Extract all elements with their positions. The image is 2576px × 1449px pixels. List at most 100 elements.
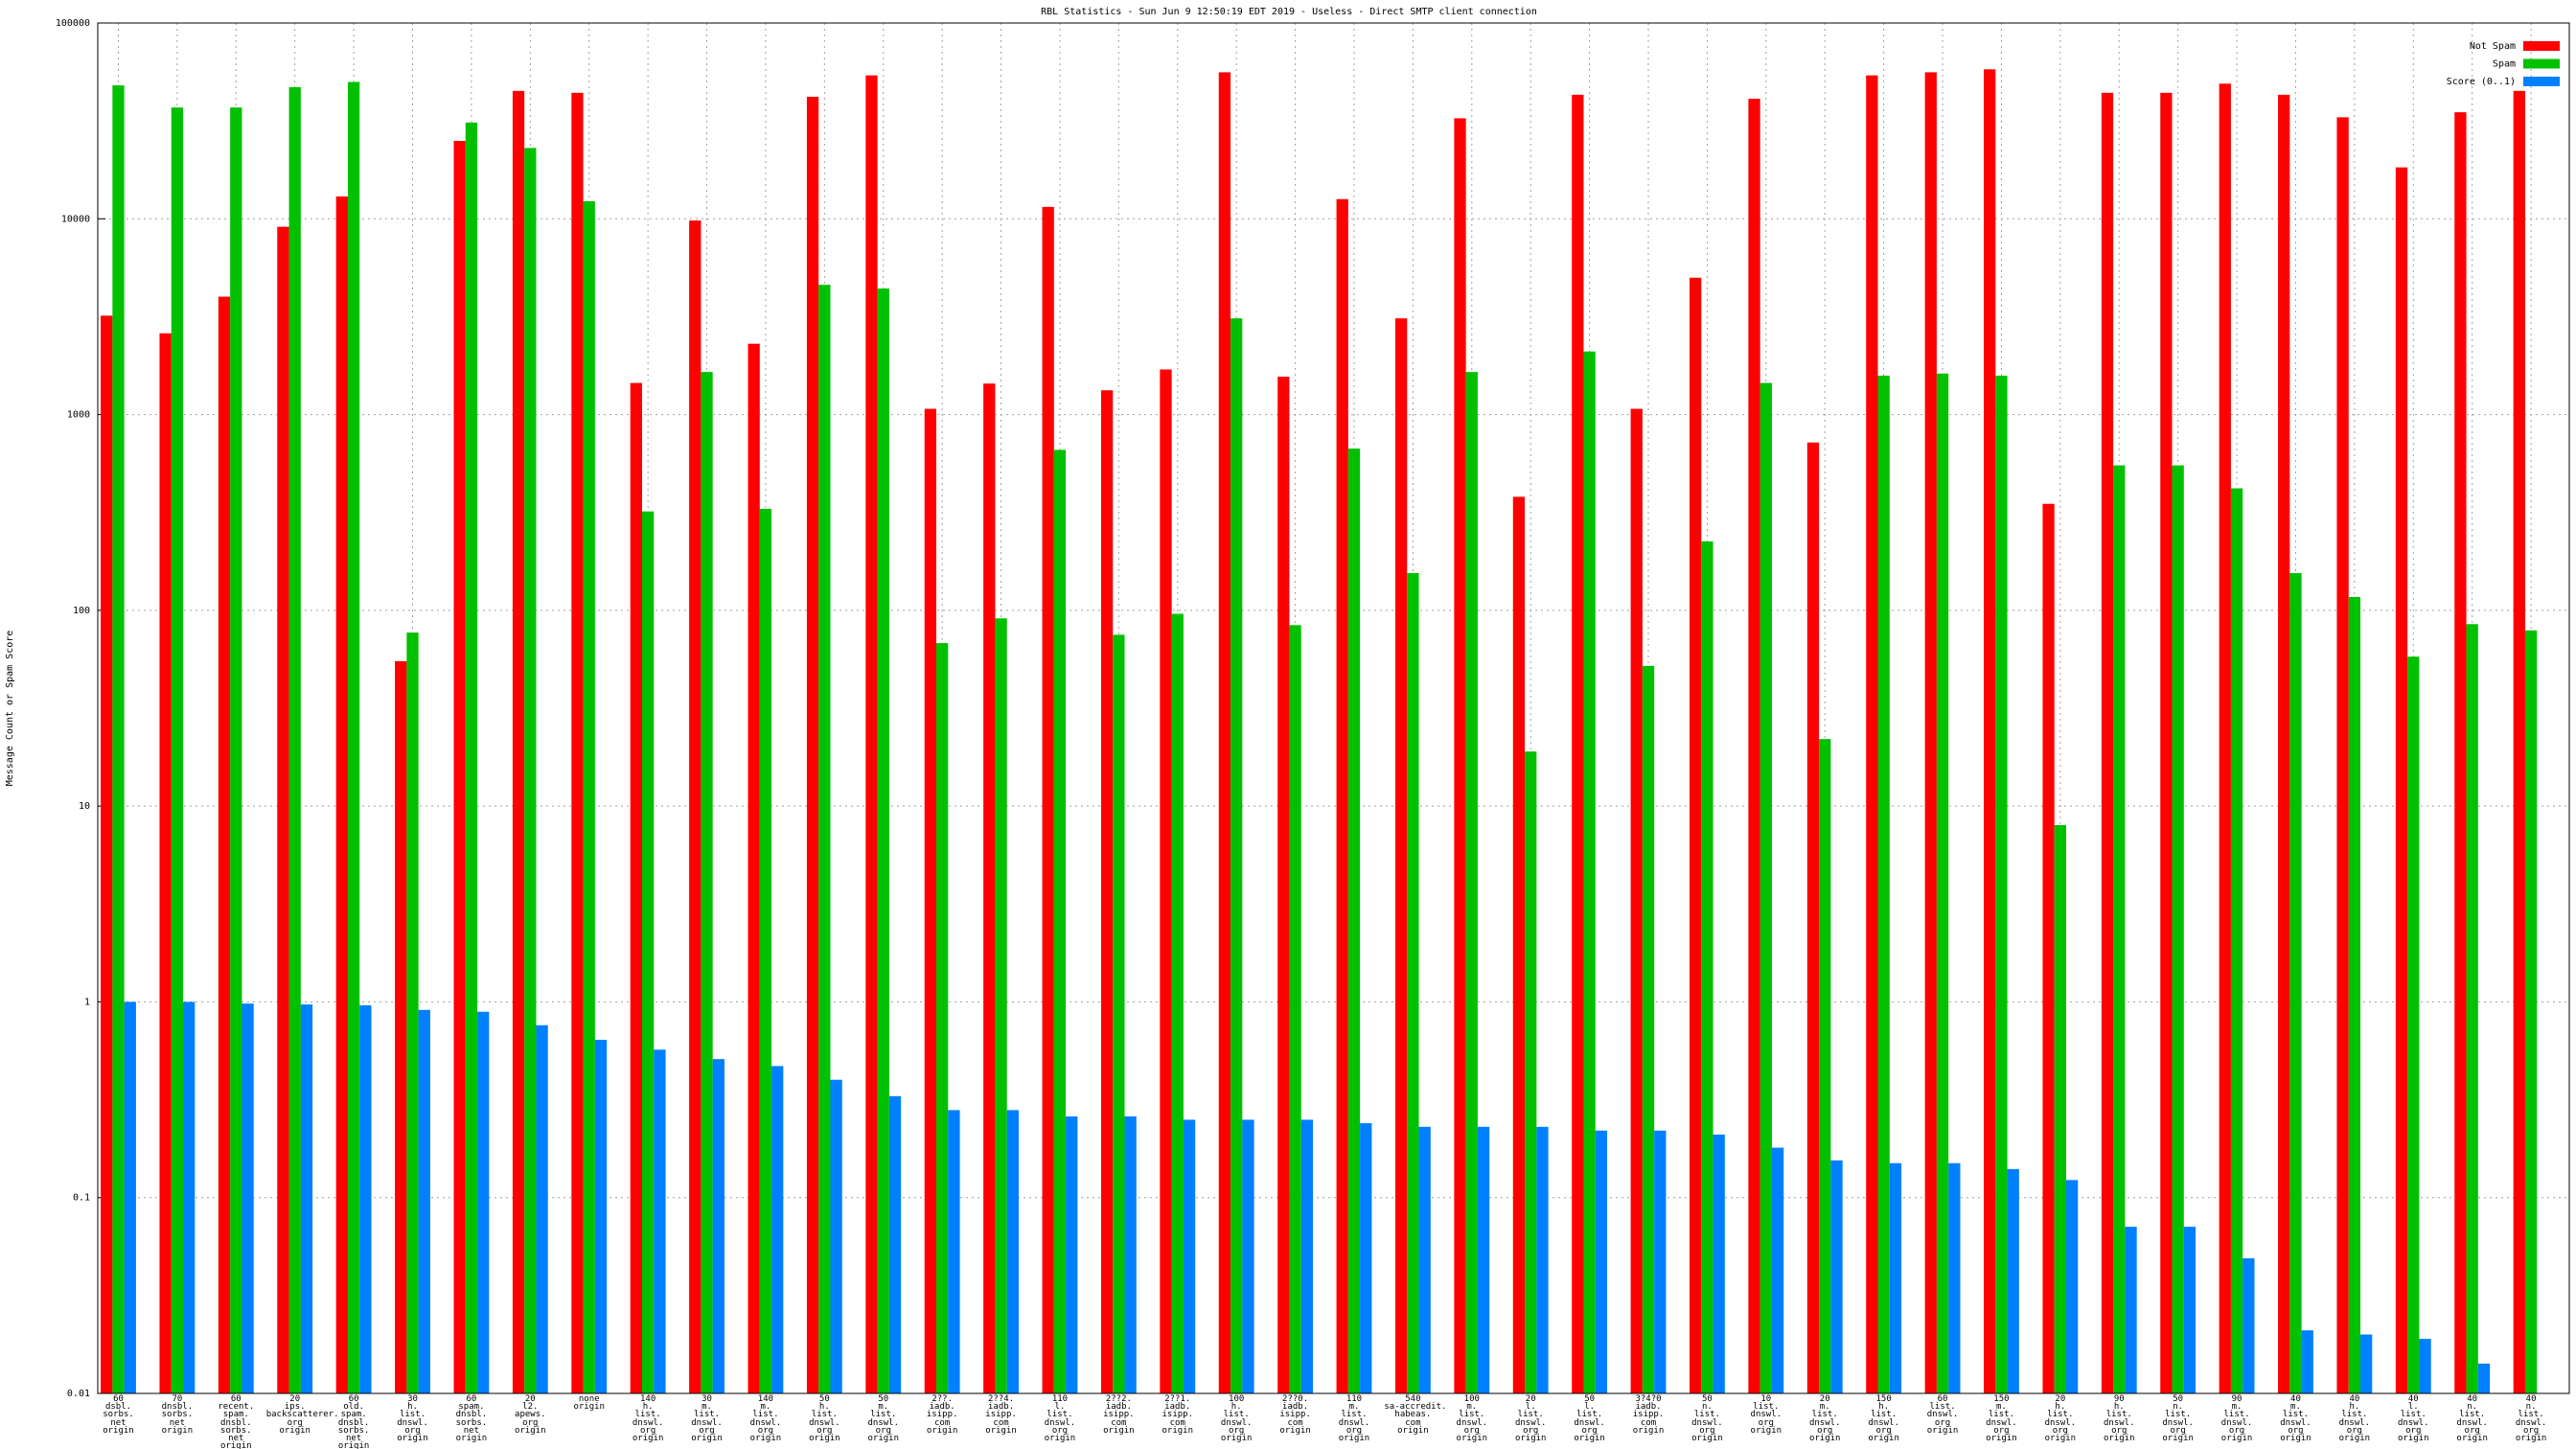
x-tick-label: 60 spam. dnsbl. sorbs. net origin — [455, 1394, 488, 1444]
x-tick-label: 140 h. list. dnswl. org origin — [632, 1394, 664, 1444]
bar — [1347, 448, 1361, 1393]
x-tick-label: 540 sa-accredit. habeas. com origin — [1384, 1394, 1447, 1436]
x-tick-label: 2??2. iadb. isipp. com origin — [1103, 1394, 1135, 1436]
bar — [948, 1110, 960, 1393]
bar — [1277, 377, 1290, 1393]
bar — [2101, 92, 2114, 1393]
bar — [1230, 318, 1243, 1394]
bar — [300, 1004, 313, 1393]
bar — [748, 343, 760, 1394]
bar — [2219, 83, 2231, 1393]
x-tick-label: 60 old. spam. dnsbl. sorbs. net origin — [337, 1394, 370, 1449]
x-tick-label: 40 n. list. dnswl. org origin — [2515, 1394, 2547, 1444]
x-tick-label: 3?4?0 iadb. isipp. com origin — [1632, 1394, 1665, 1436]
bar — [2419, 1339, 2431, 1393]
x-tick-label: 20 h. list. dnswl. org origin — [2044, 1394, 2077, 1444]
x-tick-label: 40 l. list. dnswl. org origin — [2398, 1394, 2429, 1444]
bar — [654, 1049, 666, 1393]
x-tick-label: 70 dnsbl. sorbs. net origin — [161, 1394, 194, 1436]
bar — [689, 220, 702, 1393]
bar — [1748, 99, 1760, 1393]
y-tick-label: 10000 — [61, 214, 90, 224]
x-tick-label: 90 h. list. dnswl. org origin — [2103, 1394, 2135, 1444]
bar — [1242, 1119, 1254, 1393]
x-tick-label: 50 n. list. dnswl. org origin — [2162, 1394, 2194, 1444]
bar — [171, 107, 184, 1394]
y-tick-label: 100 — [73, 606, 90, 616]
x-tick-label: 150 m. list. dnswl. org origin — [1986, 1394, 2017, 1444]
legend-label: Score (0..1) — [2447, 77, 2516, 87]
bar — [1454, 118, 1466, 1394]
bar — [183, 1001, 196, 1393]
y-tick-label: 1000 — [67, 410, 90, 421]
x-tick-label: 110 m. list. dnswl. org origin — [1338, 1394, 1370, 1444]
bar — [1630, 408, 1643, 1394]
bar — [1053, 449, 1067, 1393]
bar — [2230, 488, 2243, 1393]
bar — [2054, 824, 2066, 1393]
bar — [594, 1040, 608, 1393]
bar — [1924, 72, 1937, 1393]
bar — [571, 92, 584, 1393]
plot-frame — [97, 22, 2570, 1394]
x-tick-label: 60 list. dnswl. org origin — [1926, 1394, 1959, 1436]
bar — [218, 296, 231, 1394]
bar — [2242, 1258, 2255, 1393]
bar — [2466, 624, 2478, 1393]
bar — [1819, 739, 1831, 1393]
bar — [406, 632, 419, 1393]
bar — [1124, 1116, 1137, 1393]
x-tick-label: 20 m. list. dnswl. org origin — [1808, 1394, 1841, 1444]
legend-swatch — [2523, 77, 2560, 86]
x-tick-label: 100 m. list. dnswl. org origin — [1456, 1394, 1488, 1444]
bar — [1877, 375, 1890, 1393]
bar — [1830, 1160, 1843, 1393]
bar — [418, 1009, 430, 1393]
bar — [630, 382, 642, 1394]
bar — [2007, 1168, 2019, 1393]
x-tick-label: 50 m. list. dnswl. org origin — [867, 1394, 899, 1444]
bar — [1300, 1119, 1314, 1393]
bar — [1100, 390, 1114, 1394]
bar — [2407, 656, 2420, 1393]
bar — [2454, 112, 2467, 1394]
bar — [1477, 1126, 1490, 1393]
bar — [1465, 372, 1478, 1393]
bar — [888, 1095, 902, 1393]
bar — [2160, 92, 2173, 1393]
bar — [2172, 465, 2184, 1393]
x-tick-label: 40 m. list. dnswl. org origin — [2280, 1394, 2312, 1444]
x-tick-label: 20 l. list. dnswl. org origin — [1514, 1394, 1547, 1444]
bar — [2395, 167, 2408, 1394]
bar — [335, 196, 348, 1394]
bar — [1171, 613, 1184, 1393]
bar — [1936, 373, 1949, 1393]
bar — [877, 288, 889, 1393]
bar — [1713, 1134, 1725, 1393]
y-tick-label: 10 — [79, 801, 90, 812]
bar — [1771, 1147, 1784, 1393]
x-tick-label: 30 h. list. dnswl. org origin — [397, 1394, 428, 1444]
bar — [2065, 1180, 2079, 1393]
bar — [818, 285, 831, 1394]
bar — [2125, 1227, 2137, 1393]
bar — [1006, 1110, 1019, 1393]
bar — [2336, 117, 2349, 1394]
bar — [1654, 1130, 1667, 1393]
x-tick-label: none origin — [573, 1394, 605, 1413]
bar — [2360, 1334, 2373, 1393]
bar — [465, 122, 478, 1393]
x-tick-label: 60 recent. spam. dnsbl. sorbs. net origi… — [218, 1394, 255, 1449]
bar — [1066, 1116, 1078, 1393]
bar — [277, 226, 289, 1394]
legend-label: Spam — [2493, 59, 2516, 70]
bar — [1160, 369, 1172, 1393]
x-tick-label: 40 h. list. dnswl. org origin — [2338, 1394, 2371, 1444]
bar — [230, 107, 242, 1394]
legend-swatch — [2523, 58, 2560, 69]
bar — [1394, 318, 1408, 1394]
x-tick-label: 30 m. list. dnswl. org origin — [691, 1394, 723, 1444]
x-tick-label: 110 l. list. dnswl. org origin — [1044, 1394, 1076, 1444]
